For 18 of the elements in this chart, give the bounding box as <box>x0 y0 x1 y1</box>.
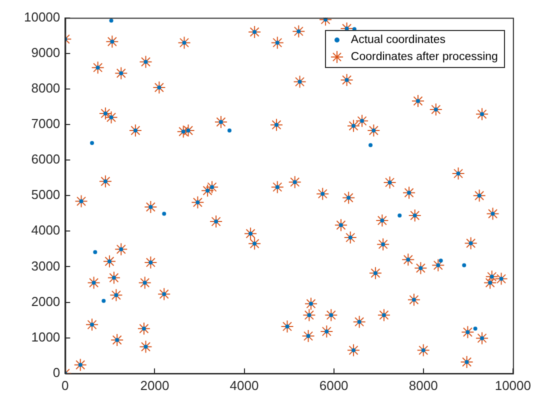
y-tick-label: 10000 <box>24 9 60 24</box>
x-tick-label: 4000 <box>230 378 259 393</box>
legend-label: Coordinates after processing <box>350 51 498 64</box>
y-tick-label: 0 <box>52 364 60 380</box>
y-tick-label: 5000 <box>31 187 60 202</box>
y-tick-label: 4000 <box>31 222 60 238</box>
x-tick-label: 10000 <box>494 378 532 393</box>
x-tick-label: 2000 <box>140 378 170 393</box>
y-tick-label: 6000 <box>31 152 60 167</box>
x-tick-label: 6000 <box>319 378 348 393</box>
y-tick-label: 3000 <box>31 258 60 274</box>
y-tick-label: 9000 <box>31 44 60 60</box>
y-tick-label: 7000 <box>31 116 60 132</box>
y-tick-label: 8000 <box>31 80 60 96</box>
y-tick-label: 2000 <box>31 294 60 309</box>
y-tick-label: 1000 <box>31 329 60 344</box>
x-tick-label: 8000 <box>408 378 438 393</box>
legend-label: Actual coordinates <box>350 34 446 46</box>
